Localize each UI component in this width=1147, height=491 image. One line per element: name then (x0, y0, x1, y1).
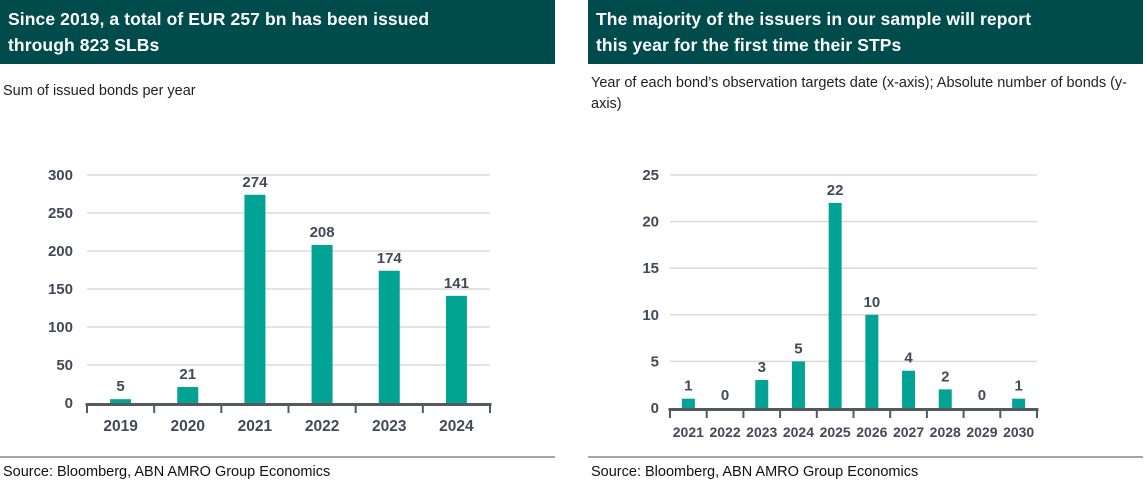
chart-title-bar-right: The majority of the issuers in our sampl… (588, 0, 1143, 64)
x-tick-label: 2028 (930, 424, 961, 440)
bar (865, 314, 879, 408)
x-tick-label: 2019 (103, 418, 138, 435)
chart-title-line: this year for the first time their STPs (596, 35, 902, 55)
bar-chart-slb-issuance: 5 21 274 208 174 141 2019 2020 2021 2022 2023 2024 0… (48, 167, 492, 435)
source-divider (588, 456, 1143, 458)
x-tick-label: 2022 (305, 418, 339, 435)
y-tick-label: 15 (642, 260, 659, 277)
x-tick-label: 2030 (1003, 424, 1034, 440)
y-tick-label: 20 (642, 214, 659, 231)
x-tick-label: 2021 (673, 424, 704, 440)
bar (177, 387, 199, 403)
bar (902, 370, 916, 408)
chart-title-line: The majority of the issuers in our sampl… (596, 9, 1032, 29)
bar (828, 202, 842, 408)
bar-value-label: 174 (377, 250, 403, 267)
panel-slb-issuance: Since 2019, a total of EUR 257 bn has be… (0, 0, 555, 491)
bar (791, 361, 805, 408)
panel-stp-reporting: The majority of the issuers in our sampl… (588, 0, 1147, 491)
x-tick-label: 2029 (966, 424, 997, 440)
bar-value-label: 208 (310, 224, 335, 241)
x-tick-label: 2023 (372, 418, 407, 435)
bar (755, 380, 769, 408)
y-tick-label: 150 (48, 281, 73, 298)
x-tick-label: 2027 (893, 424, 924, 440)
bar (681, 398, 695, 408)
x-tick-label: 2022 (709, 424, 740, 440)
chart-title-line: Since 2019, a total of EUR 257 bn has be… (8, 9, 430, 29)
source-note-right: Source: Bloomberg, ABN AMRO Group Econom… (591, 464, 919, 480)
y-tick-label: 0 (651, 400, 659, 417)
bar-value-label: 1 (1014, 378, 1022, 395)
bar-value-label: 5 (794, 340, 802, 357)
bar-value-label: 3 (758, 359, 766, 376)
bar-value-label: 274 (242, 174, 268, 191)
bar-value-label: 5 (116, 378, 124, 395)
y-tick-label: 250 (48, 205, 73, 222)
x-tick-label: 2021 (238, 418, 273, 435)
chart-subtitle-left: Sum of issued bonds per year (3, 83, 196, 99)
bar (1012, 398, 1026, 408)
bar-value-label: 1 (684, 378, 692, 395)
chart-title-bar-left: Since 2019, a total of EUR 257 bn has be… (0, 0, 555, 64)
bar-value-label: 2 (941, 368, 949, 385)
bar-value-label: 10 (864, 294, 881, 311)
bar (110, 399, 132, 403)
y-tick-label: 300 (48, 167, 73, 184)
y-tick-label: 25 (642, 167, 659, 184)
bar (445, 295, 467, 403)
bar (938, 389, 952, 408)
source-note-left: Source: Bloomberg, ABN AMRO Group Econom… (3, 464, 331, 480)
y-tick-label: 5 (651, 353, 659, 370)
bar (244, 194, 266, 403)
x-tick-label: 2024 (439, 418, 474, 435)
bar-value-label: 141 (444, 275, 469, 292)
y-tick-label: 200 (48, 243, 73, 260)
x-tick-label: 2026 (856, 424, 887, 440)
bar-value-label: 22 (827, 182, 844, 199)
bar (378, 270, 400, 403)
bar-value-label: 0 (721, 387, 729, 404)
bar-value-label: 4 (904, 350, 913, 367)
y-tick-label: 0 (65, 395, 73, 412)
y-tick-label: 100 (48, 319, 73, 336)
bar-value-label: 0 (978, 387, 986, 404)
x-tick-label: 2025 (820, 424, 851, 440)
y-tick-label: 50 (56, 357, 73, 374)
source-divider (0, 456, 555, 458)
chart-subtitle-right: Year of each bond’s observation targets … (591, 75, 1128, 112)
x-tick-label: 2023 (746, 424, 777, 440)
x-tick-label: 2024 (783, 424, 814, 440)
bar-value-label: 21 (179, 366, 196, 383)
bar (311, 244, 333, 403)
chart-title-line: through 823 SLBs (8, 35, 160, 55)
x-tick-label: 2020 (171, 418, 205, 435)
y-tick-label: 10 (642, 307, 659, 324)
